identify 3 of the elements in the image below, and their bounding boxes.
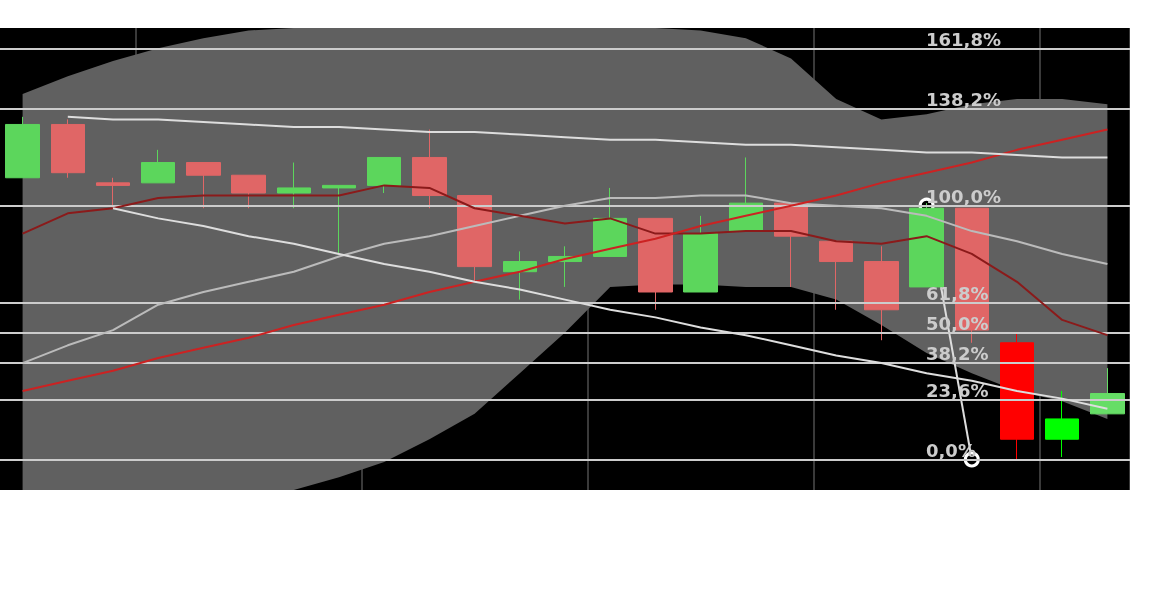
y-tick-label: 138,2% bbox=[926, 89, 1001, 111]
y-tick-label: 100,0% bbox=[926, 186, 1001, 208]
y-tick-label: 161,8% bbox=[926, 29, 1001, 51]
